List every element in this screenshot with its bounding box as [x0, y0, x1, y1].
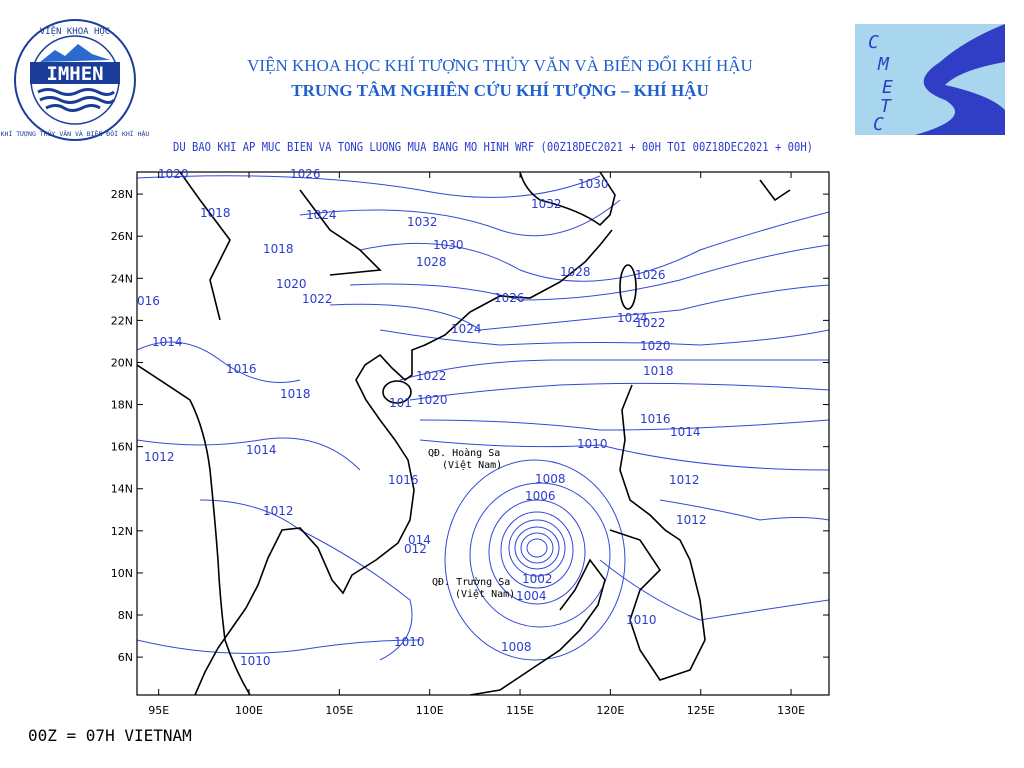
place-label: (Việt Nam)	[455, 588, 515, 600]
isobar-label: 1032	[531, 197, 562, 211]
institute-title: VIỆN KHOA HỌC KHÍ TƯỢNG THỦY VĂN VÀ BIẾN…	[247, 55, 753, 75]
x-tick-label: 125E	[687, 704, 715, 717]
isobar-label: 1024	[306, 208, 337, 222]
y-tick-label: 16N	[111, 441, 133, 454]
y-tick-label: 20N	[111, 356, 133, 369]
isobar-label: 1004	[516, 589, 547, 603]
isobar-label: 1024	[617, 311, 648, 325]
isobar-label: 1026	[635, 268, 666, 282]
cmetc-letter: C	[868, 32, 879, 53]
x-tick-label: 130E	[777, 704, 805, 717]
y-tick-label: 24N	[111, 272, 133, 285]
logo-band	[30, 62, 120, 84]
center-title: TRUNG TÂM NGHIÊN CỨU KHÍ TƯỢNG – KHÍ HẬU	[291, 81, 708, 100]
isobar-label: 1030	[578, 177, 609, 191]
isobar-label: 014	[408, 533, 431, 547]
isobar-label: 1010	[394, 635, 425, 649]
isobar-label: 1018	[200, 206, 231, 220]
x-tick-label: 100E	[235, 704, 263, 717]
cmetc-s	[915, 24, 1005, 135]
isobars	[137, 175, 829, 661]
logo-waves	[37, 88, 116, 112]
map-frame	[136, 171, 830, 696]
isobar-label: 1032	[407, 215, 438, 229]
isobar-label: 1012	[676, 513, 707, 527]
forecast-subtitle: DU BAO KHI AP MUC BIEN VA TONG LUONG MUA…	[173, 140, 813, 154]
y-tick-label: 6N	[118, 651, 133, 664]
isobar-label: 1022	[416, 369, 447, 383]
isobar-label: 1012	[263, 504, 294, 518]
map-body	[137, 172, 829, 695]
isobar-label: 1010	[626, 613, 657, 627]
logo-bottom-text: KHÍ TƯỢNG THỦY VĂN VÀ BIẾN ĐỔI KHÍ HẬU	[1, 129, 150, 138]
isobar-label: 1014	[246, 443, 277, 457]
isobar-label: 1012	[669, 473, 700, 487]
y-tick-label: 18N	[111, 399, 133, 412]
isobar-label: 1002	[522, 572, 553, 586]
isobar-label: 1028	[416, 255, 447, 269]
cmetc-letter: E	[882, 77, 893, 98]
isobar-label: 1008	[501, 640, 532, 654]
isobar-label: 1012	[144, 450, 175, 464]
isobar-label: 1018	[643, 364, 674, 378]
isobar-label: 1008	[535, 472, 566, 486]
isobar-label: 1006	[525, 489, 556, 503]
y-tick-label: 14N	[111, 483, 133, 496]
y-tick-label: 8N	[118, 609, 133, 622]
y-tick-label: 26N	[111, 230, 133, 243]
x-tick-label: 110E	[416, 704, 444, 717]
isobar-label: 1028	[560, 265, 591, 279]
isobar-label: 1020	[640, 339, 671, 353]
logo-top-text: VIỆN KHOA HỌC	[40, 26, 110, 37]
isobar-label: 1014	[670, 425, 701, 439]
cmetc-letter: T	[880, 96, 892, 117]
y-tick-label: 12N	[111, 525, 133, 538]
isobar-label: 1026	[290, 167, 321, 181]
y-tick-label: 28N	[111, 188, 133, 201]
isobar-label: 1020	[417, 393, 448, 407]
y-tick-label: 10N	[111, 567, 133, 580]
isobar-label: 1010	[577, 437, 608, 451]
isobar-label: 1020	[276, 277, 307, 291]
isobar-label: 1010	[240, 654, 271, 668]
isobar-label: 1014	[152, 335, 183, 349]
place-label: QĐ. Hoàng Sa	[428, 447, 500, 459]
isobar-label: 1018	[263, 242, 294, 256]
cmetc-letter: M	[877, 54, 890, 75]
time-note: 00Z = 07H VIETNAM	[28, 726, 192, 745]
isobar-label: 012	[404, 542, 427, 556]
logo-acronym: IMHEN	[46, 63, 103, 85]
place-label: (Việt Nam)	[442, 459, 502, 471]
x-tick-label: 120E	[596, 704, 624, 717]
isobar-label: 1022	[635, 316, 666, 330]
isobar-label: 1016	[388, 473, 419, 487]
x-tick-label: 105E	[325, 704, 353, 717]
logo-mountains	[40, 44, 110, 62]
cmetc-letter: C	[873, 114, 884, 135]
x-tick-label: 115E	[506, 704, 534, 717]
y-tick-label: 22N	[111, 314, 133, 327]
isobar-label: 101	[389, 396, 412, 410]
isobar-label: 016	[137, 294, 160, 308]
isobar-label: 1024	[451, 322, 482, 336]
isobar-label: 1030	[433, 238, 464, 252]
isobar-label: 1022	[302, 292, 333, 306]
cmetc-logo: C M E T C	[855, 24, 1005, 135]
place-label: QĐ. Trường Sa	[432, 576, 510, 588]
isobar-label: 1026	[494, 291, 525, 305]
isobar-label: 1016	[640, 412, 671, 426]
isobar-label: 1020	[158, 167, 189, 181]
imhen-logo: IMHEN VIỆN KHOA HỌC KHÍ TƯỢNG THỦY VĂN V…	[1, 19, 150, 141]
coastlines	[137, 172, 791, 695]
isobar-label: 1016	[226, 362, 257, 376]
x-tick-label: 95E	[148, 704, 169, 717]
isobar-label: 1018	[280, 387, 311, 401]
